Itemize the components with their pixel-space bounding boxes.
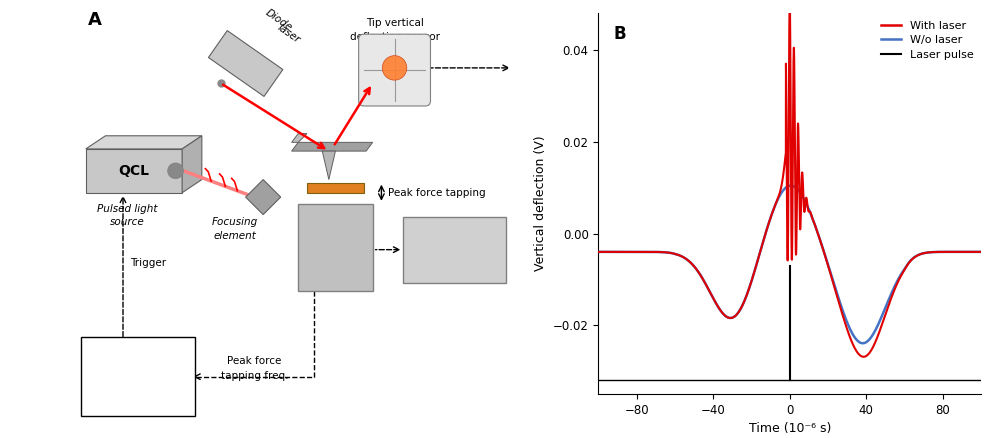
X-axis label: Time (10⁻⁶ s): Time (10⁻⁶ s) — [748, 423, 831, 435]
Text: source: source — [110, 217, 145, 227]
Text: Trigger: Trigger — [129, 258, 166, 268]
Text: Peak force: Peak force — [228, 356, 281, 366]
Text: Sample: Sample — [311, 232, 360, 245]
Circle shape — [168, 163, 184, 179]
Text: divider + phase: divider + phase — [94, 365, 183, 375]
Text: Pulsed light: Pulsed light — [97, 204, 158, 214]
FancyBboxPatch shape — [359, 34, 430, 106]
Text: element: element — [214, 231, 256, 241]
Text: B: B — [613, 25, 626, 42]
FancyBboxPatch shape — [82, 337, 195, 416]
Polygon shape — [246, 180, 280, 215]
Text: AFM controller: AFM controller — [409, 245, 501, 254]
Text: QCL: QCL — [118, 164, 149, 178]
Text: Tip vertical: Tip vertical — [366, 18, 423, 28]
Polygon shape — [85, 136, 202, 149]
Text: tapping freq.: tapping freq. — [221, 371, 288, 381]
Text: Peak force tapping: Peak force tapping — [388, 188, 486, 198]
Polygon shape — [209, 31, 283, 96]
Text: delay: delay — [123, 381, 154, 390]
Polygon shape — [322, 151, 335, 180]
Bar — [404, 217, 506, 283]
Polygon shape — [85, 149, 182, 193]
Text: A: A — [87, 11, 101, 29]
Bar — [298, 204, 373, 291]
Legend: With laser, W/o laser, Laser pulse: With laser, W/o laser, Laser pulse — [877, 17, 978, 64]
Circle shape — [383, 56, 407, 80]
Bar — [307, 183, 364, 193]
Text: Focusing: Focusing — [212, 217, 257, 227]
Text: Frequency: Frequency — [109, 350, 167, 360]
Polygon shape — [182, 136, 202, 193]
Y-axis label: Vertical deflection (V): Vertical deflection (V) — [534, 136, 548, 272]
Polygon shape — [291, 134, 307, 142]
Text: Diode: Diode — [263, 7, 294, 33]
Text: deflection sensor: deflection sensor — [350, 32, 439, 42]
Text: laser: laser — [275, 22, 302, 45]
Polygon shape — [291, 142, 373, 151]
Text: scanner: scanner — [309, 250, 362, 263]
